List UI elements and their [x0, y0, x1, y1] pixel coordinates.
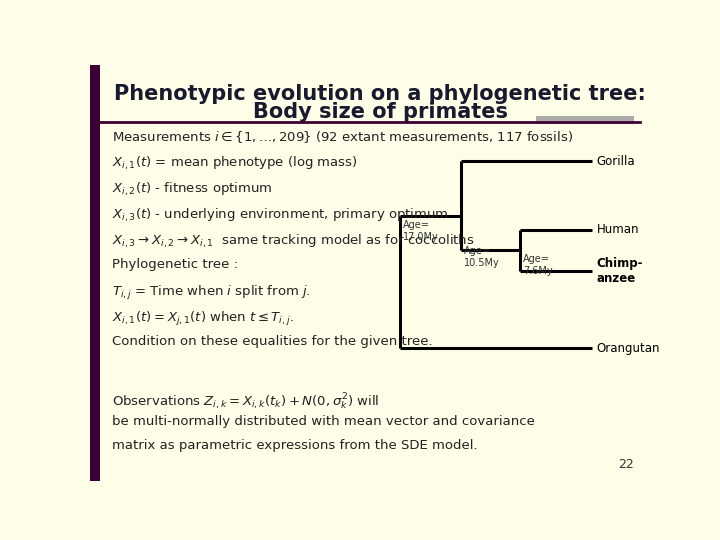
Text: $X_{i,2}(t)$ - fitness optimum: $X_{i,2}(t)$ - fitness optimum — [112, 181, 273, 198]
Text: $X_{i,3}(t)$ - underlying environment, primary optimum: $X_{i,3}(t)$ - underlying environment, p… — [112, 207, 449, 224]
Text: Observations $Z_{i,k} = X_{i,k}(t_k) + N(0, \sigma^2_k)$ will: Observations $Z_{i,k} = X_{i,k}(t_k) + N… — [112, 391, 379, 411]
Bar — [90, 65, 100, 481]
Text: $X_{i,3} \rightarrow X_{i,2} \rightarrow X_{i,1}$  same tracking model as for co: $X_{i,3} \rightarrow X_{i,2} \rightarrow… — [112, 232, 475, 249]
Text: Condition on these equalities for the given tree.: Condition on these equalities for the gi… — [112, 335, 433, 348]
Bar — [536, 116, 634, 124]
Text: Age=
10.5My: Age= 10.5My — [464, 246, 500, 268]
Text: $X_{i,1}(t)$ = mean phenotype (log mass): $X_{i,1}(t)$ = mean phenotype (log mass) — [112, 155, 358, 172]
Text: $T_{i,j}$ = Time when $i$ split from $j$.: $T_{i,j}$ = Time when $i$ split from $j$… — [112, 284, 311, 302]
Text: Age=
17.0My: Age= 17.0My — [403, 220, 438, 242]
Text: Measurements $i \in \{1, \ldots ,209\}$ (92 extant measurements, 117 fossils): Measurements $i \in \{1, \ldots ,209\}$ … — [112, 129, 573, 145]
Text: Body size of primates: Body size of primates — [253, 102, 508, 122]
Text: 22: 22 — [618, 458, 634, 471]
Text: be multi-normally distributed with mean vector and covariance: be multi-normally distributed with mean … — [112, 415, 535, 428]
Text: Chimp-
anzee: Chimp- anzee — [597, 256, 643, 285]
Text: $X_{i,1}(t) = X_{j,1}(t)$ when $t \leq T_{i,j}$.: $X_{i,1}(t) = X_{j,1}(t)$ when $t \leq T… — [112, 310, 294, 328]
Text: Orangutan: Orangutan — [597, 342, 660, 355]
Text: Human: Human — [597, 224, 639, 237]
Text: Gorilla: Gorilla — [597, 155, 635, 168]
Text: Age=
7.6My: Age= 7.6My — [523, 254, 553, 276]
Text: Phenotypic evolution on a phylogenetic tree:: Phenotypic evolution on a phylogenetic t… — [114, 84, 646, 104]
Text: Phylogenetic tree :: Phylogenetic tree : — [112, 258, 238, 271]
Text: matrix as parametric expressions from the SDE model.: matrix as parametric expressions from th… — [112, 438, 478, 451]
